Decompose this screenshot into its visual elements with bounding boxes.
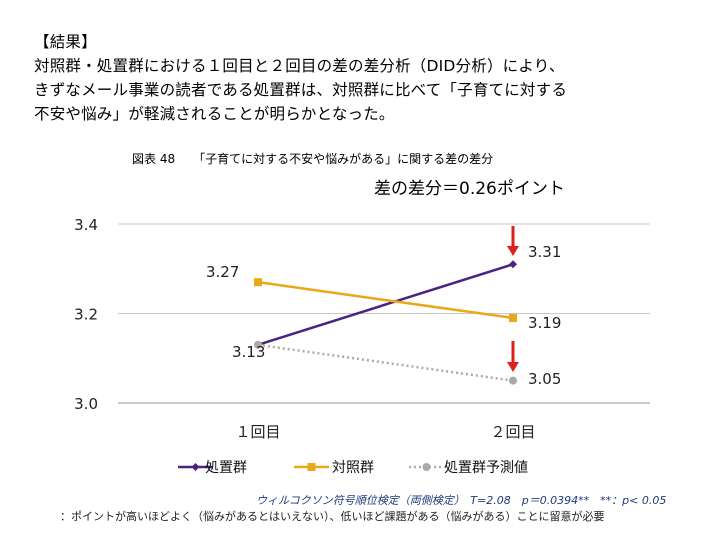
legend-marker (191, 463, 200, 471)
red-arrow-head (507, 362, 519, 372)
legend-label: 処置群予測値 (444, 460, 528, 476)
series-line-1 (257, 263, 514, 347)
data-label: 3.19 (528, 314, 561, 332)
result-line-2: きずなメール事業の読者である処置群は、対照群に比べて「子育てに対する (34, 81, 568, 99)
x-tick-label: ２回目 (490, 423, 535, 441)
figure-caption: 「子育てに対する不安や悩みがある」に関する差の差分 (193, 152, 494, 166)
data-label: 3.31 (528, 243, 561, 261)
test-result: ウィルコクソン符号順位検定（両側検定） T=2.08 p＝0.0394** **… (256, 494, 667, 507)
figure-number: 図表 48 (132, 152, 176, 166)
red-arrow-head (507, 246, 519, 256)
footnote: ：ポイントが高いほどよく（悩みがあるとはいえない）、低いほど課題がある（悩みがあ… (60, 510, 605, 523)
result-line-1: 対照群・処置群における１回目と２回目の差の差分析（DID分析）により、 (34, 57, 565, 75)
data-label: 3.27 (206, 263, 239, 281)
legend-marker (307, 463, 316, 471)
difference-label: 差の差分＝0.26ポイント (374, 179, 565, 199)
data-point (509, 313, 517, 322)
result-heading: 【結果】 (34, 33, 97, 51)
series-line-3 (257, 343, 514, 382)
legend-label: 対照群 (332, 460, 374, 476)
x-tick-label: １回目 (235, 423, 280, 441)
result-text: 【結果】 対照群・処置群における１回目と２回目の差の差分析（DID分析）により、… (34, 30, 714, 126)
series-line-2 (257, 280, 514, 320)
data-point (509, 260, 517, 269)
data-point (254, 340, 262, 349)
y-tick-label: 3.2 (74, 306, 98, 324)
data-point (254, 278, 262, 287)
data-point (509, 376, 517, 385)
y-tick-label: 3.0 (74, 395, 98, 413)
y-tick-label: 3.4 (74, 216, 98, 234)
legend-label: 処置群 (205, 460, 247, 476)
data-label: 3.13 (232, 343, 265, 361)
data-label: 3.05 (528, 370, 561, 388)
legend-marker (422, 463, 431, 471)
result-line-3: 不安や悩み」が軽減されることが明らかとなった。 (34, 105, 395, 123)
figure-title: 図表 48 「子育てに対する不安や悩みがある」に関する差の差分 (132, 150, 511, 167)
